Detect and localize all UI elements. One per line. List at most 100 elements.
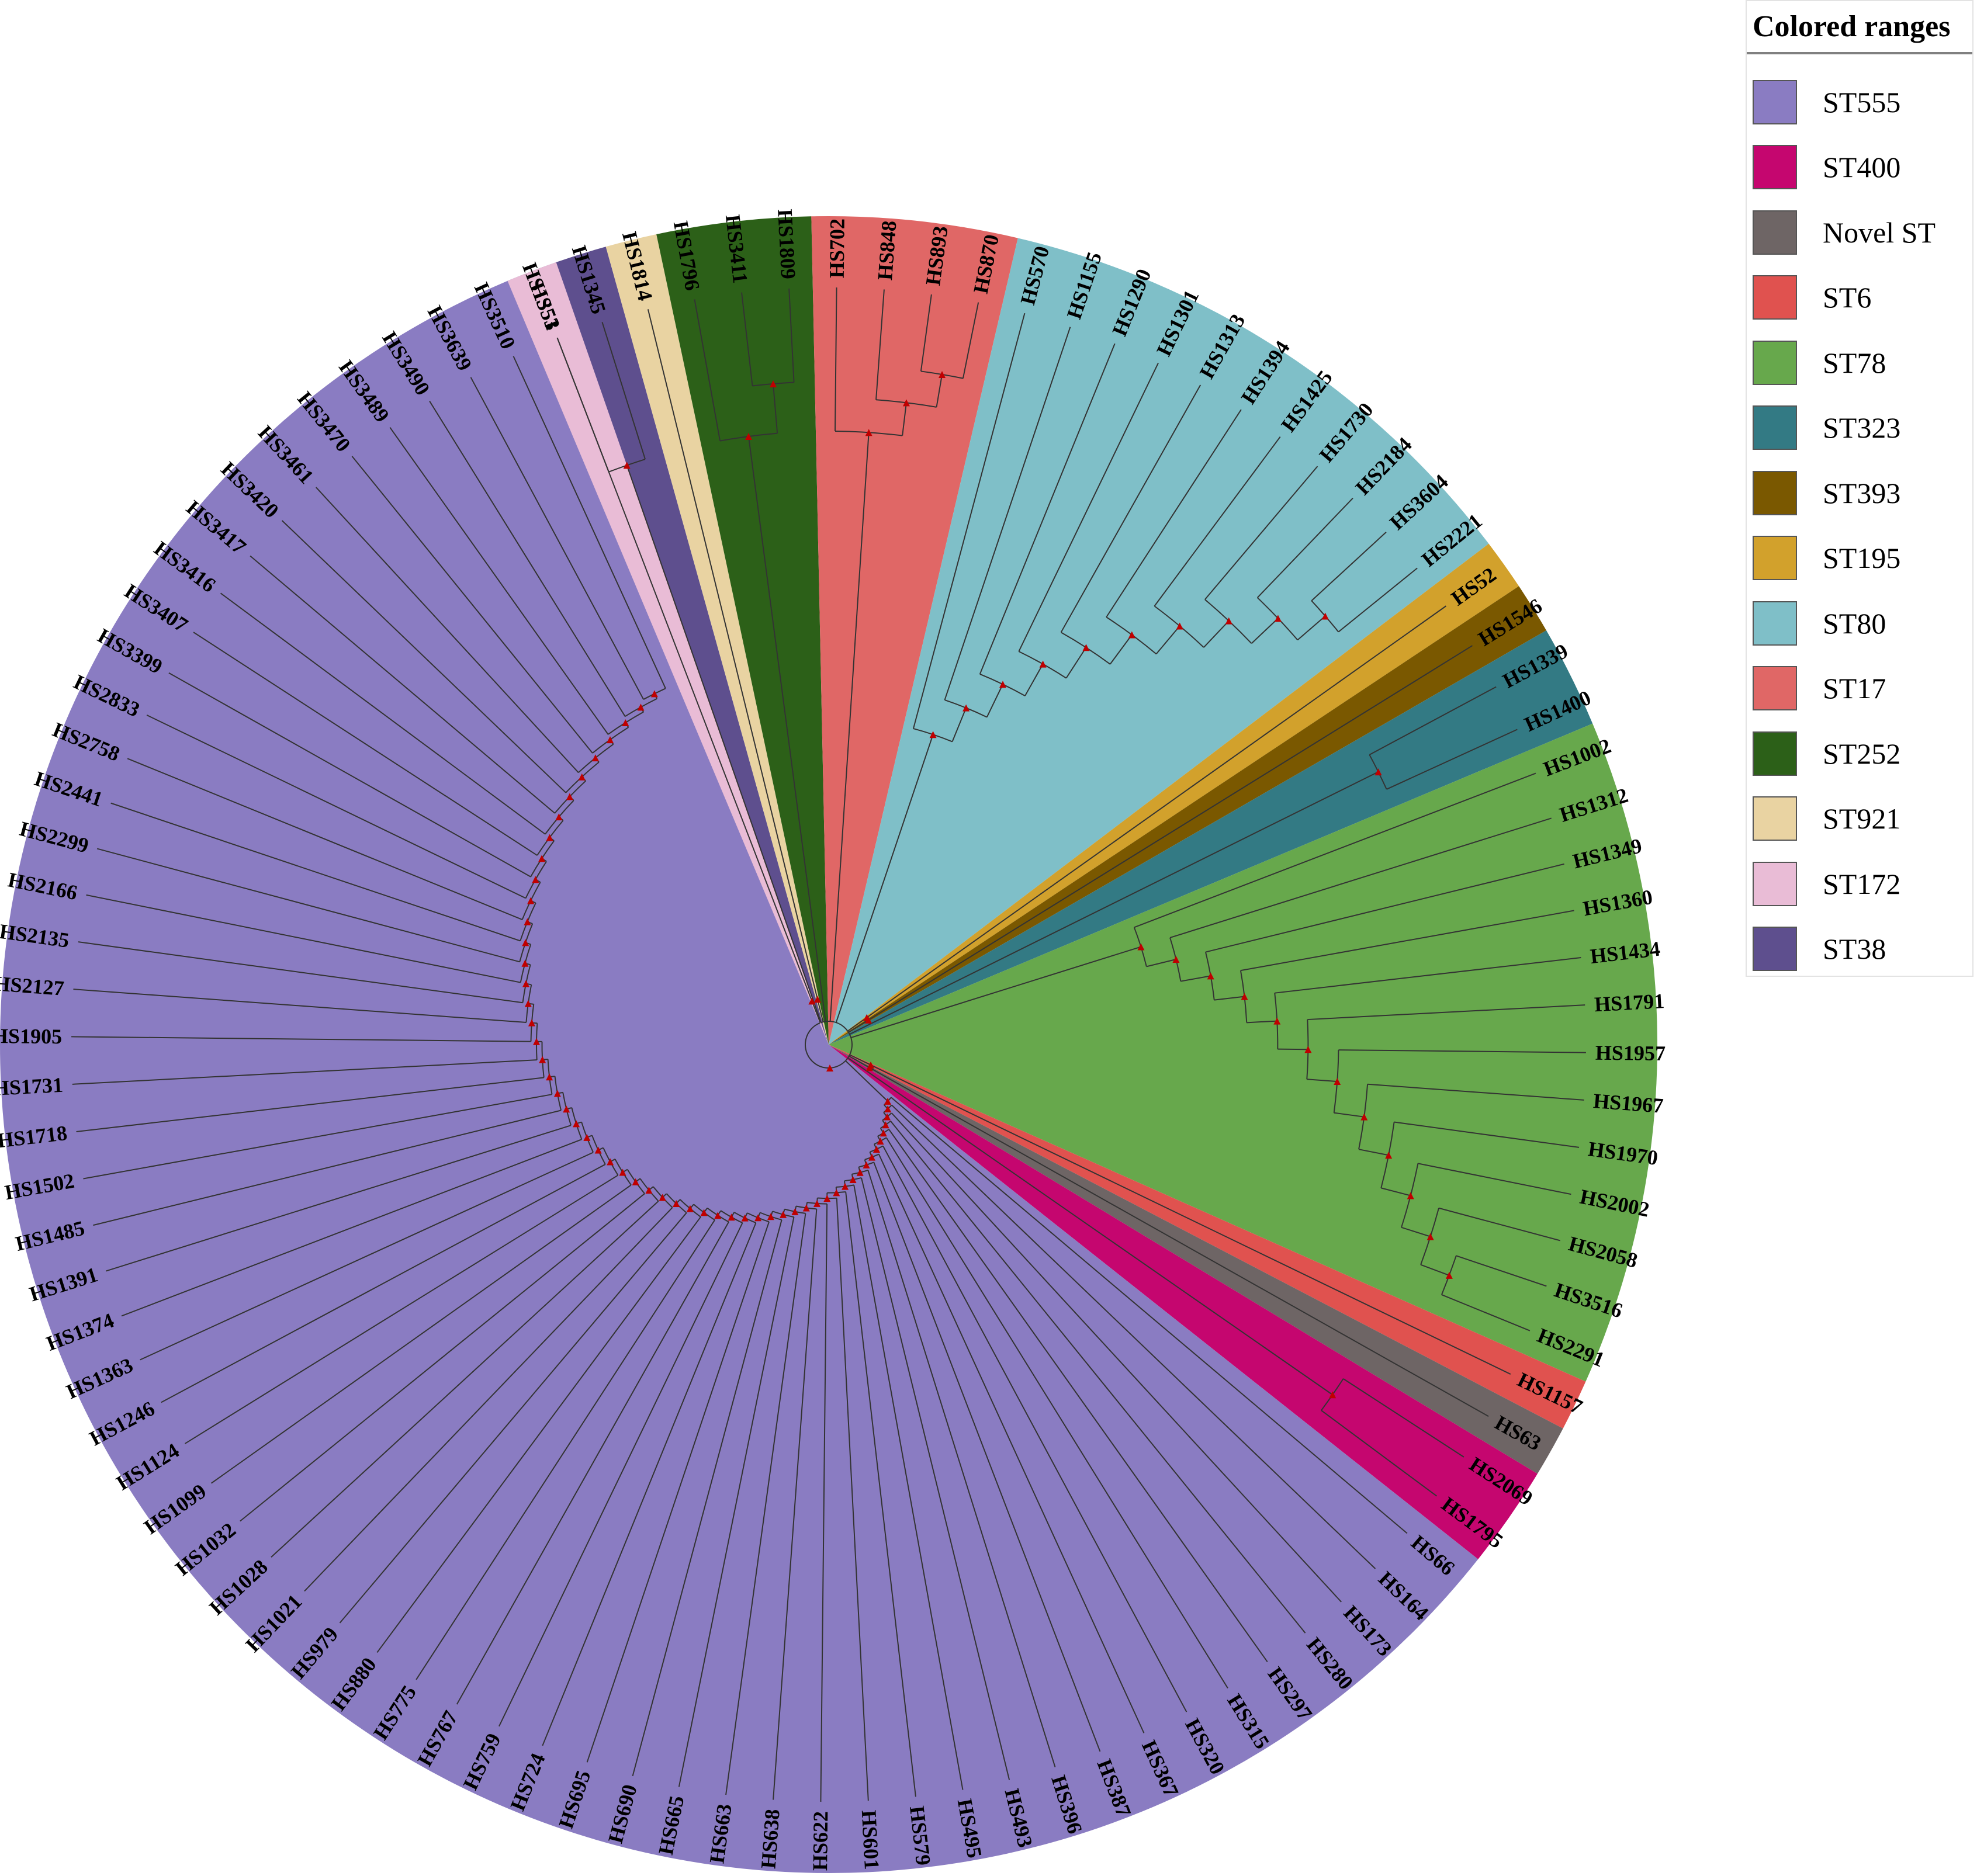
node-marker xyxy=(813,1199,821,1207)
legend-swatch xyxy=(1753,861,1797,906)
node-marker xyxy=(999,681,1006,688)
node-marker xyxy=(1407,1192,1414,1199)
node-marker xyxy=(929,731,937,738)
leaf-label: HS1809 xyxy=(773,209,800,280)
node-marker xyxy=(856,1168,864,1176)
node-marker xyxy=(527,897,535,904)
node-marker xyxy=(1360,1113,1368,1121)
node-marker xyxy=(606,736,614,744)
legend-label: ST393 xyxy=(1823,476,1901,509)
leaf-label: HS1967 xyxy=(1592,1089,1664,1118)
node-marker xyxy=(880,1129,887,1137)
colored-range-sector xyxy=(507,262,829,1045)
colored-range-sector xyxy=(829,543,1519,1045)
colored-range-sector xyxy=(829,1045,1563,1474)
node-marker xyxy=(539,1056,546,1063)
legend-swatch xyxy=(1753,731,1797,776)
node-marker xyxy=(1176,622,1183,630)
legend-swatch xyxy=(1753,405,1797,450)
node-marker xyxy=(546,1073,553,1081)
node-marker xyxy=(538,855,546,862)
leaf-label: HS848 xyxy=(873,220,901,281)
node-marker xyxy=(741,1214,749,1222)
legend-swatch xyxy=(1753,470,1797,515)
node-marker xyxy=(619,1168,626,1176)
node-marker xyxy=(532,876,539,883)
legend-item: ST195 xyxy=(1747,526,1972,591)
legend-item: ST80 xyxy=(1747,591,1972,656)
leaf-label: HS622 xyxy=(808,1811,832,1871)
node-marker xyxy=(1225,617,1232,625)
node-marker xyxy=(863,1161,870,1168)
node-marker xyxy=(524,1000,532,1007)
legend-label: ST80 xyxy=(1823,606,1886,640)
legend-label: ST400 xyxy=(1823,151,1901,184)
node-marker xyxy=(591,754,599,762)
node-marker xyxy=(522,980,530,987)
node-marker xyxy=(1273,1017,1281,1025)
node-marker xyxy=(583,1133,591,1141)
node-marker xyxy=(877,1138,884,1145)
node-marker xyxy=(528,1019,535,1027)
node-marker xyxy=(524,918,531,925)
node-marker xyxy=(686,1205,694,1212)
colored-range-sector xyxy=(829,1045,1586,1428)
legend-label: ST17 xyxy=(1823,672,1886,705)
legend-item: ST38 xyxy=(1747,917,1972,982)
node-marker xyxy=(1304,1046,1312,1053)
legend-item: ST78 xyxy=(1747,330,1972,396)
node-marker xyxy=(842,1183,849,1190)
leaf-label: HS1905 xyxy=(0,1024,62,1048)
node-marker xyxy=(563,1105,570,1113)
node-marker xyxy=(872,1145,880,1153)
legend-item: ST555 xyxy=(1747,70,1972,135)
node-marker xyxy=(1082,644,1090,651)
node-marker xyxy=(728,1213,735,1221)
node-marker xyxy=(770,380,777,387)
node-marker xyxy=(962,704,970,712)
node-marker xyxy=(555,813,563,821)
legend-label: ST555 xyxy=(1823,85,1901,119)
node-marker xyxy=(884,1105,892,1113)
colored-range-sector xyxy=(829,238,1489,1045)
node-marker xyxy=(884,1097,892,1105)
node-marker xyxy=(882,1121,889,1129)
node-marker xyxy=(767,1213,774,1220)
legend-swatch xyxy=(1753,927,1797,972)
node-marker xyxy=(622,719,629,726)
node-marker xyxy=(849,1176,857,1184)
legend-item: ST17 xyxy=(1747,656,1972,722)
colored-range-sector xyxy=(811,216,1018,1045)
legend-item: ST921 xyxy=(1747,786,1972,852)
legend-item: ST393 xyxy=(1747,460,1972,526)
node-marker xyxy=(521,959,529,967)
leaf-label: HS1791 xyxy=(1594,989,1665,1016)
node-marker xyxy=(522,939,529,946)
legend-label: ST172 xyxy=(1823,867,1901,900)
node-marker xyxy=(1321,612,1329,620)
node-marker xyxy=(700,1209,708,1216)
node-marker xyxy=(823,1195,831,1202)
node-marker xyxy=(578,773,586,781)
node-marker xyxy=(546,834,553,841)
legend-swatch xyxy=(1753,145,1797,190)
legend-item: ST323 xyxy=(1747,396,1972,461)
legend-label: ST195 xyxy=(1823,542,1901,575)
node-marker xyxy=(808,997,816,1005)
leaf-label: HS2127 xyxy=(0,972,65,1000)
legend-title: Colored ranges xyxy=(1747,1,1972,54)
legend-item: ST6 xyxy=(1747,265,1972,331)
colored-range-sector xyxy=(829,586,1547,1045)
legend-label: ST323 xyxy=(1823,411,1901,445)
node-marker xyxy=(1274,615,1282,622)
colored-range-sector xyxy=(829,1045,1538,1559)
legend-list: ST555 ST400 Novel ST ST6 ST78 ST323 ST393 ST195… xyxy=(1747,70,1972,982)
leaf-label: HS1957 xyxy=(1595,1041,1666,1065)
node-marker xyxy=(714,1212,722,1219)
leaf-label: HS601 xyxy=(857,1809,884,1870)
node-marker xyxy=(939,370,946,378)
node-marker xyxy=(865,429,872,436)
node-marker xyxy=(1334,1078,1341,1086)
node-marker xyxy=(607,1158,614,1166)
